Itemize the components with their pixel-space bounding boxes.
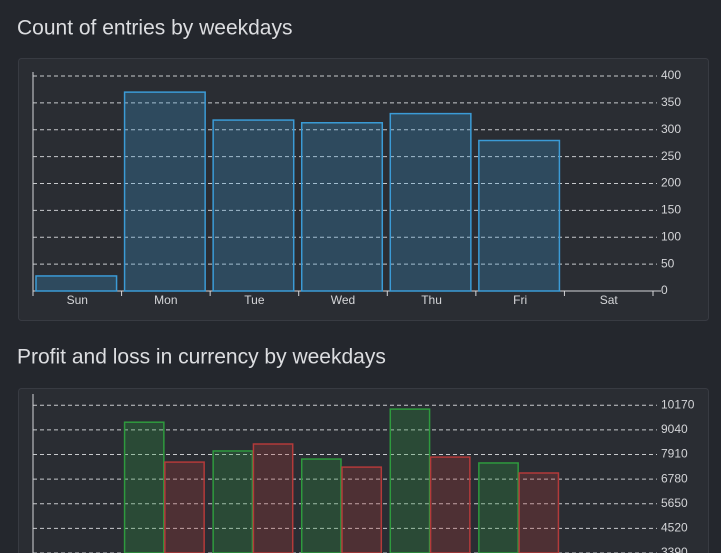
bar bbox=[478, 462, 519, 553]
chart-title: Profit and loss in currency by weekdays bbox=[17, 346, 386, 369]
bar bbox=[212, 119, 295, 292]
y-tick-label: 100 bbox=[661, 229, 681, 243]
bar bbox=[429, 456, 471, 553]
y-tick-label: 6780 bbox=[661, 471, 688, 485]
bar bbox=[35, 275, 118, 292]
bar bbox=[123, 91, 206, 292]
bar bbox=[389, 112, 472, 292]
y-tick-label: 250 bbox=[661, 149, 681, 163]
bar bbox=[341, 466, 383, 553]
y-tick-label: 350 bbox=[661, 95, 681, 109]
y-tick-label: 0 bbox=[661, 283, 668, 297]
bar bbox=[252, 443, 294, 553]
y-tick-label: 3390 bbox=[661, 545, 688, 553]
bar bbox=[300, 458, 342, 553]
y-tick-label: 10170 bbox=[661, 397, 695, 411]
y-tick-label: 4520 bbox=[661, 521, 688, 535]
bar bbox=[300, 122, 384, 292]
y-tick-label: 5650 bbox=[661, 496, 688, 510]
bar bbox=[518, 472, 560, 553]
x-tick-label: Thu bbox=[421, 293, 442, 307]
x-tick-label: Fri bbox=[513, 293, 527, 307]
x-tick-label: Tue bbox=[244, 293, 265, 307]
bar bbox=[164, 461, 205, 553]
y-tick-label: 150 bbox=[661, 203, 681, 217]
panel bbox=[18, 58, 709, 321]
y-tick-label: 7910 bbox=[661, 447, 688, 461]
y-tick-label: 200 bbox=[661, 176, 681, 190]
y-tick-label: 9040 bbox=[661, 422, 688, 436]
y-tick-label: 300 bbox=[661, 122, 681, 136]
x-tick-label: Sun bbox=[67, 293, 88, 307]
x-tick-label: Wed bbox=[331, 293, 355, 307]
y-tick-label: 50 bbox=[661, 256, 675, 270]
panel bbox=[18, 388, 709, 553]
bar bbox=[212, 450, 254, 553]
bar bbox=[478, 139, 561, 292]
bar bbox=[123, 421, 165, 553]
y-tick-label: 400 bbox=[661, 68, 681, 82]
bar bbox=[389, 408, 431, 553]
chart-title: Count of entries by weekdays bbox=[17, 17, 292, 40]
x-tick-label: Sat bbox=[600, 293, 619, 307]
x-tick-label: Mon bbox=[154, 293, 177, 307]
